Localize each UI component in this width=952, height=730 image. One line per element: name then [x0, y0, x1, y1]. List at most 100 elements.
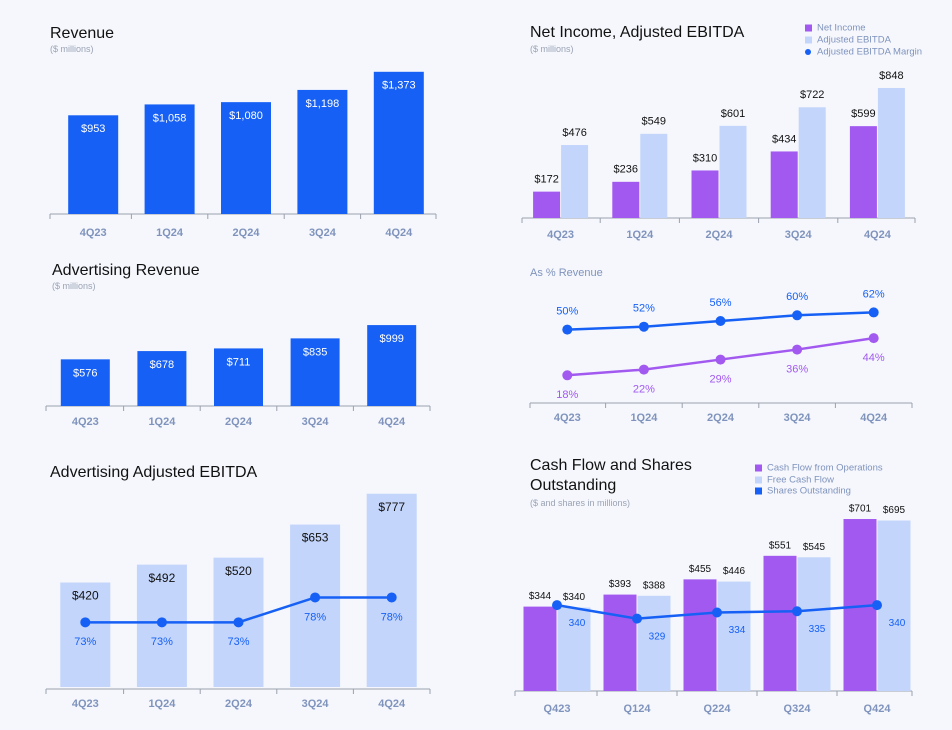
value-label: 56% — [709, 297, 731, 309]
value-label: $455 — [689, 564, 712, 575]
value-label: $999 — [379, 333, 403, 345]
value-label: $236 — [614, 164, 638, 176]
value-label: $388 — [643, 580, 666, 591]
line-point — [868, 333, 879, 344]
line-point — [80, 617, 91, 628]
x-tick-label: 2Q24 — [225, 416, 253, 428]
value-label: $599 — [851, 108, 875, 120]
line-point — [552, 600, 562, 611]
value-label: $446 — [723, 566, 746, 577]
line-point — [233, 617, 244, 628]
chart-title: Advertising Revenue — [52, 262, 200, 279]
value-label: 18% — [556, 389, 578, 401]
value-label: $835 — [303, 346, 327, 358]
legend-label: Cash Flow from Operations — [767, 463, 883, 474]
line-point — [868, 307, 879, 318]
value-label: 62% — [863, 288, 885, 300]
value-label: $1,373 — [382, 80, 416, 92]
x-tick-label: 4Q23 — [554, 412, 581, 424]
value-label: 50% — [556, 305, 578, 317]
bar — [367, 325, 417, 406]
value-label: 44% — [863, 352, 885, 364]
chart-subtitle: ($ millions) — [52, 281, 96, 291]
bar — [683, 579, 717, 691]
bar — [770, 151, 798, 218]
bar — [366, 493, 417, 687]
bar — [144, 104, 195, 214]
bar — [798, 107, 826, 218]
chart-title: Cash Flow and Shares Outstanding — [530, 457, 692, 494]
bar — [603, 594, 637, 691]
chart-subtitle: ($ millions) — [50, 44, 94, 54]
x-tick-label: 4Q24 — [378, 698, 406, 710]
bar — [797, 557, 831, 691]
value-label: $520 — [225, 564, 252, 578]
x-tick-label: 4Q24 — [864, 229, 892, 241]
legend-swatch — [805, 36, 812, 44]
bar — [612, 181, 640, 218]
line-point — [310, 592, 321, 603]
legend-label: Shares Outstanding — [767, 486, 851, 497]
legend-swatch — [805, 49, 811, 55]
chart-title: Net Income, Adjusted EBITDA — [530, 24, 745, 41]
value-label: $1,080 — [229, 110, 263, 122]
chart-title: Advertising Adjusted EBITDA — [50, 464, 258, 481]
value-label: $695 — [883, 505, 906, 516]
value-label: 78% — [304, 611, 326, 623]
x-tick-label: 1Q24 — [148, 416, 176, 428]
value-label: 52% — [633, 303, 655, 315]
line-point — [872, 600, 882, 611]
bar — [60, 359, 110, 406]
x-tick-label: 4Q23 — [72, 698, 99, 710]
value-label: 334 — [729, 625, 746, 636]
x-tick-label: 3Q24 — [784, 412, 812, 424]
value-label: $1,198 — [306, 98, 340, 110]
legend-swatch — [755, 476, 762, 484]
value-label: 60% — [786, 291, 808, 303]
line-point — [638, 321, 649, 332]
bar — [561, 145, 589, 218]
value-label: $653 — [302, 531, 329, 545]
value-label: $434 — [772, 133, 796, 145]
bar — [877, 87, 905, 219]
value-label: $777 — [378, 500, 405, 514]
x-tick-label: 2Q24 — [233, 227, 261, 239]
value-label: $172 — [534, 174, 558, 186]
value-label: 73% — [227, 636, 249, 648]
bar — [691, 170, 719, 218]
bar — [533, 191, 561, 218]
value-label: $420 — [72, 589, 99, 603]
bar — [637, 595, 671, 691]
value-label: $549 — [642, 116, 666, 128]
x-tick-label: 1Q24 — [626, 229, 654, 241]
bar — [290, 338, 340, 406]
line-point — [386, 592, 397, 603]
legend-label: Free Cash Flow — [767, 475, 834, 486]
legend-label: Adjusted EBITDA Margin — [817, 47, 922, 58]
x-tick-label: 4Q24 — [378, 416, 406, 428]
x-tick-label: Q224 — [704, 703, 732, 715]
legend-label: Net Income — [817, 23, 866, 34]
value-label: $393 — [609, 579, 632, 590]
chart-subtitle: ($ millions) — [530, 44, 574, 54]
x-tick-label: 2Q24 — [706, 229, 734, 241]
x-tick-label: 4Q23 — [80, 227, 107, 239]
bar — [523, 606, 557, 691]
x-tick-label: Q124 — [624, 703, 652, 715]
line-point — [715, 354, 726, 365]
bar — [221, 102, 271, 214]
bar — [763, 555, 797, 691]
bar — [60, 582, 111, 687]
bar — [297, 89, 348, 214]
x-tick-label: 2Q24 — [707, 412, 735, 424]
legend-label: Adjusted EBITDA — [817, 35, 892, 46]
value-label: $953 — [81, 123, 105, 135]
bar — [68, 115, 119, 214]
value-label: 73% — [151, 636, 173, 648]
value-label: 329 — [649, 631, 666, 642]
line-point — [792, 606, 802, 617]
bar — [877, 520, 911, 691]
